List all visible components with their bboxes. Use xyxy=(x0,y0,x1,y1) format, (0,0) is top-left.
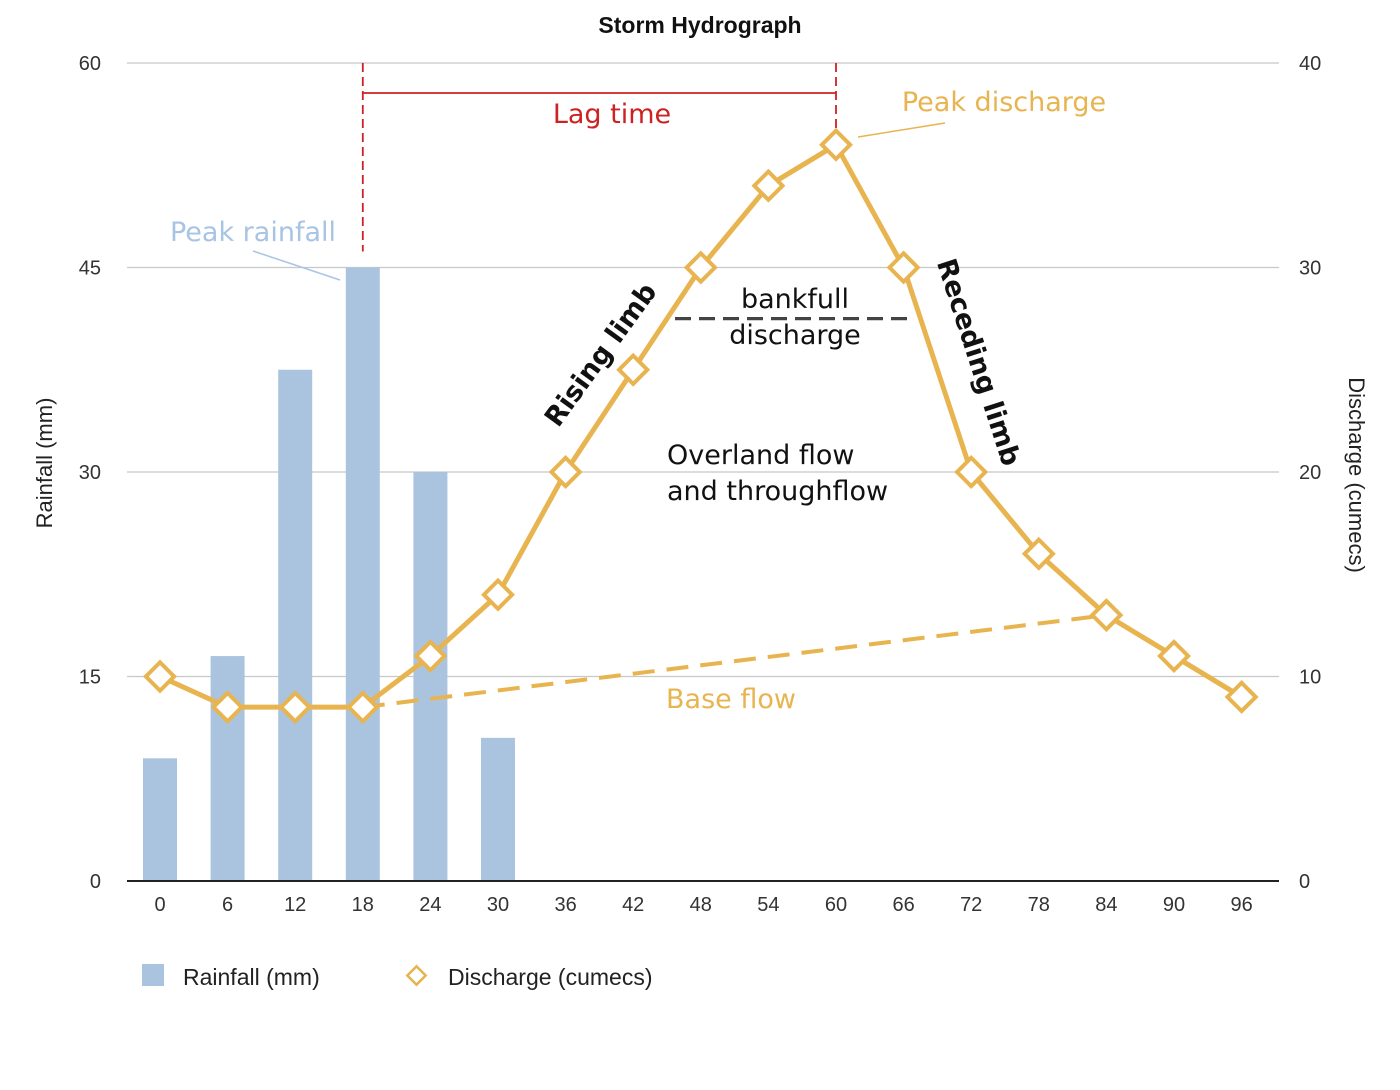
y-tick-right: 0 xyxy=(1299,871,1310,893)
x-tick: 66 xyxy=(892,894,914,916)
discharge-point xyxy=(751,168,786,203)
chart-title: Storm Hydrograph xyxy=(598,12,801,38)
y-tick-left: 15 xyxy=(79,667,101,689)
x-tick: 78 xyxy=(1028,894,1050,916)
discharge-point xyxy=(1089,598,1124,633)
x-tick: 96 xyxy=(1230,894,1252,916)
legend-label-discharge: Discharge (cumecs) xyxy=(448,964,653,990)
discharge-point xyxy=(278,690,313,725)
y-tick-left: 60 xyxy=(79,53,101,75)
x-tick: 84 xyxy=(1095,894,1117,916)
rainfall-bar xyxy=(413,472,448,881)
y-tick-left: 45 xyxy=(79,258,101,280)
rainfall-bar xyxy=(143,758,177,881)
x-tick: 72 xyxy=(960,894,982,916)
y-tick-right: 30 xyxy=(1299,258,1321,280)
discharge-point xyxy=(1021,536,1056,571)
y-tick-left: 0 xyxy=(90,871,101,893)
rainfall-bars xyxy=(143,267,515,881)
legend-swatch-rainfall xyxy=(142,964,164,986)
axis-ticks: 0 15 30 45 60 0 10 20 30 40 0 6 12 18 24 30 36 42 48 54 60 66… xyxy=(79,53,1322,916)
x-tick: 30 xyxy=(487,894,509,916)
peak-discharge-leader xyxy=(857,122,946,138)
rainfall-bar xyxy=(481,737,515,881)
x-tick: 90 xyxy=(1163,894,1185,916)
discharge-point xyxy=(413,639,448,674)
discharge-point xyxy=(548,455,583,489)
x-tick: 0 xyxy=(154,894,165,916)
legend: Rainfall (mm) Discharge (cumecs) xyxy=(142,964,653,990)
peak-discharge-label: Peak discharge xyxy=(902,87,1106,118)
discharge-point xyxy=(210,690,245,725)
y-tick-left: 30 xyxy=(79,462,101,484)
peak-rainfall-leader xyxy=(252,250,341,281)
legend-swatch-discharge xyxy=(405,964,428,987)
overland-flow-label-line1: Overland flow xyxy=(667,440,854,471)
discharge-point xyxy=(683,250,718,285)
x-tick: 18 xyxy=(352,894,374,916)
rainfall-bar xyxy=(210,656,245,881)
x-tick: 36 xyxy=(554,894,576,916)
base-flow-label: Base flow xyxy=(666,684,796,715)
rainfall-bar xyxy=(345,267,380,881)
rainfall-bar xyxy=(278,369,313,881)
bankfull-label-line2: discharge xyxy=(729,320,861,351)
lag-time-label: Lag time xyxy=(553,99,671,130)
x-tick: 6 xyxy=(222,894,233,916)
discharge-point xyxy=(143,659,177,694)
x-tick: 48 xyxy=(690,894,712,916)
y-axis-title-left: Rainfall (mm) xyxy=(32,398,57,529)
discharge-point xyxy=(1157,639,1191,674)
base-flow-dash xyxy=(362,613,1107,710)
discharge-series xyxy=(143,127,1259,725)
discharge-point xyxy=(819,127,853,162)
discharge-point xyxy=(481,577,515,612)
receding-limb-label: Receding limb xyxy=(930,255,1026,470)
discharge-point xyxy=(1224,679,1259,714)
x-tick: 60 xyxy=(825,894,847,916)
discharge-point xyxy=(345,690,380,725)
x-tick: 54 xyxy=(757,894,779,916)
discharge-point xyxy=(954,455,989,489)
y-tick-right: 40 xyxy=(1299,53,1321,75)
x-tick: 12 xyxy=(284,894,306,916)
x-tick: 42 xyxy=(622,894,644,916)
y-tick-right: 10 xyxy=(1299,667,1321,689)
y-tick-right: 20 xyxy=(1299,462,1321,484)
bankfull-label-line1: bankfull xyxy=(741,284,849,315)
base-flow-line xyxy=(362,613,1107,710)
legend-label-rainfall: Rainfall (mm) xyxy=(183,964,320,990)
x-tick: 24 xyxy=(419,894,441,916)
discharge-point xyxy=(616,352,651,387)
discharge-point xyxy=(886,250,921,285)
overland-flow-label-line2: and throughflow xyxy=(667,476,888,507)
peak-rainfall-label: Peak rainfall xyxy=(170,217,336,248)
y-axis-title-right: Discharge (cumecs) xyxy=(1344,377,1369,573)
lag-time-marker xyxy=(361,63,837,252)
